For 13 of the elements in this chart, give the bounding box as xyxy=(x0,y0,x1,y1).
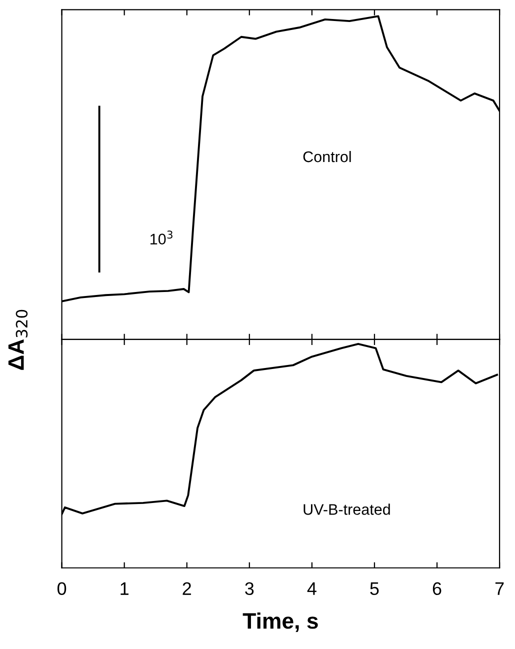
x-tick-label: 6 xyxy=(432,582,442,596)
annotation: 10$^{3}$ xyxy=(150,230,172,245)
x-tick-label: 0 xyxy=(57,582,66,596)
y-axis-title: ΔA$_{320}$ xyxy=(8,310,28,370)
annotation: Control xyxy=(303,150,351,162)
annotation: UV-B-treated xyxy=(304,504,390,515)
x-tick-label: 5 xyxy=(370,582,379,596)
x-axis-title: Time, s xyxy=(242,612,318,632)
x-tick-label: 1 xyxy=(120,582,128,595)
x-tick-label: 2 xyxy=(182,582,191,595)
x-tick-label: 4 xyxy=(307,582,316,595)
x-tick-label: 7 xyxy=(495,582,504,595)
x-tick-label: 3 xyxy=(245,582,254,596)
